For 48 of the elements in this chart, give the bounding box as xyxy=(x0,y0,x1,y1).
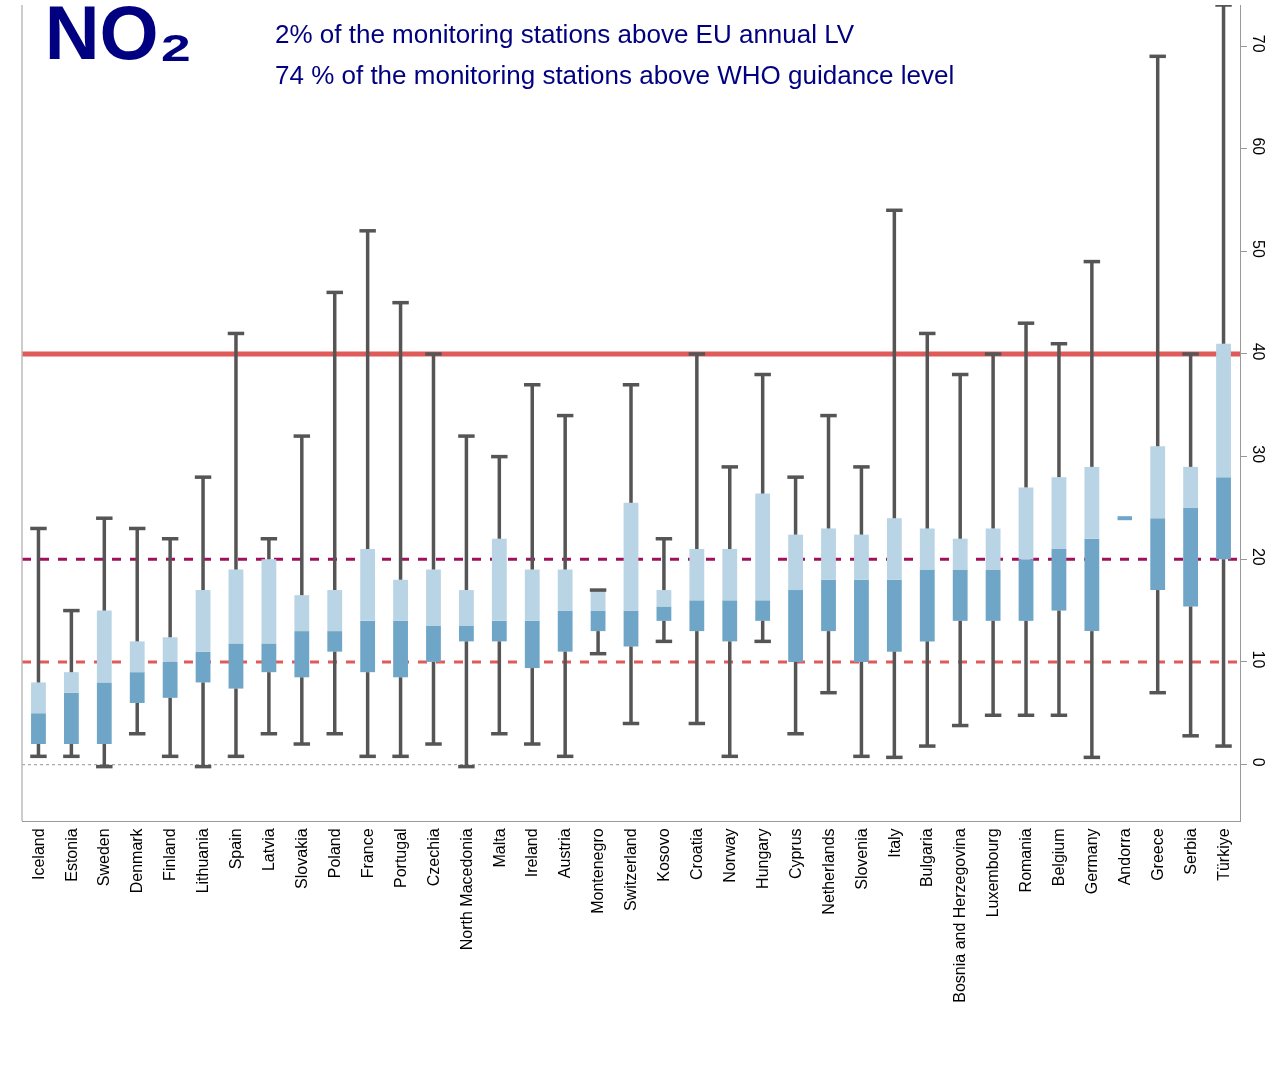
x-tick-label: Romania xyxy=(1017,828,1035,893)
x-tick-label: Estonia xyxy=(62,828,80,882)
x-tick-label: Slovakia xyxy=(293,828,311,889)
x-tick-label: Norway xyxy=(720,828,738,883)
x-tick-label: Kosovo xyxy=(655,828,673,882)
x-tick-label: Ireland xyxy=(523,828,541,878)
y-tick-label: 50 xyxy=(1250,240,1268,258)
x-tick-label: Poland xyxy=(325,828,343,879)
x-tick-label: Andorra xyxy=(1115,828,1133,886)
x-tick-label: Luxembourg xyxy=(984,828,1002,918)
x-tick-label: Slovenia xyxy=(852,828,870,890)
x-tick-label: Switzerland xyxy=(622,828,640,912)
x-tick-label: Croatia xyxy=(688,828,706,880)
x-tick-label: Austria xyxy=(556,828,574,879)
y-tick-label: 30 xyxy=(1250,445,1268,464)
x-tick-label: Portugal xyxy=(391,828,409,888)
x-tick-label: Serbia xyxy=(1181,828,1199,875)
x-tick-label: Malta xyxy=(490,828,508,868)
y-tick-label: 10 xyxy=(1250,650,1268,669)
x-tick-label: Germany xyxy=(1083,828,1101,895)
x-tick-label: France xyxy=(358,828,376,879)
annotation: 74 % of the monitoring stations above WHO guidance level xyxy=(275,60,955,90)
x-tick-label: Denmark xyxy=(128,827,146,894)
x-tick-label: Bulgaria xyxy=(918,828,936,888)
y-tick-label: 70 xyxy=(1250,34,1268,53)
chart-title: NO₂ xyxy=(44,0,193,75)
annotation: 2% of the monitoring stations above EU annual LV xyxy=(275,19,855,49)
y-tick-label: 20 xyxy=(1250,547,1268,566)
x-tick-label: Lithuania xyxy=(194,828,212,894)
y-tick-label: 60 xyxy=(1250,137,1268,156)
x-tick-label: Belgium xyxy=(1050,828,1068,887)
x-tick-label: Latvia xyxy=(260,828,278,872)
x-tick-label: Hungary xyxy=(753,828,771,889)
x-tick-label: Finland xyxy=(161,828,179,881)
x-tick-label: Czechia xyxy=(424,828,442,887)
x-tick-label: Türkiye xyxy=(1214,828,1232,881)
x-tick-label: Iceland xyxy=(29,828,47,880)
x-tick-label: North Macedonia xyxy=(457,828,475,951)
x-tick-label: Montenegro xyxy=(589,828,607,914)
y-tick-label: 40 xyxy=(1250,342,1268,361)
y-tick-label: 0 xyxy=(1250,757,1268,767)
x-tick-label: Cyprus xyxy=(786,828,804,880)
x-tick-label: Sweden xyxy=(95,828,113,887)
x-tick-label: Spain xyxy=(227,828,245,870)
x-tick-label: Italy xyxy=(885,828,903,858)
x-tick-label: Bosnia and Herzegovina xyxy=(951,828,969,1003)
x-tick-label: Greece xyxy=(1148,828,1166,881)
x-tick-label: Netherlands xyxy=(819,828,837,915)
